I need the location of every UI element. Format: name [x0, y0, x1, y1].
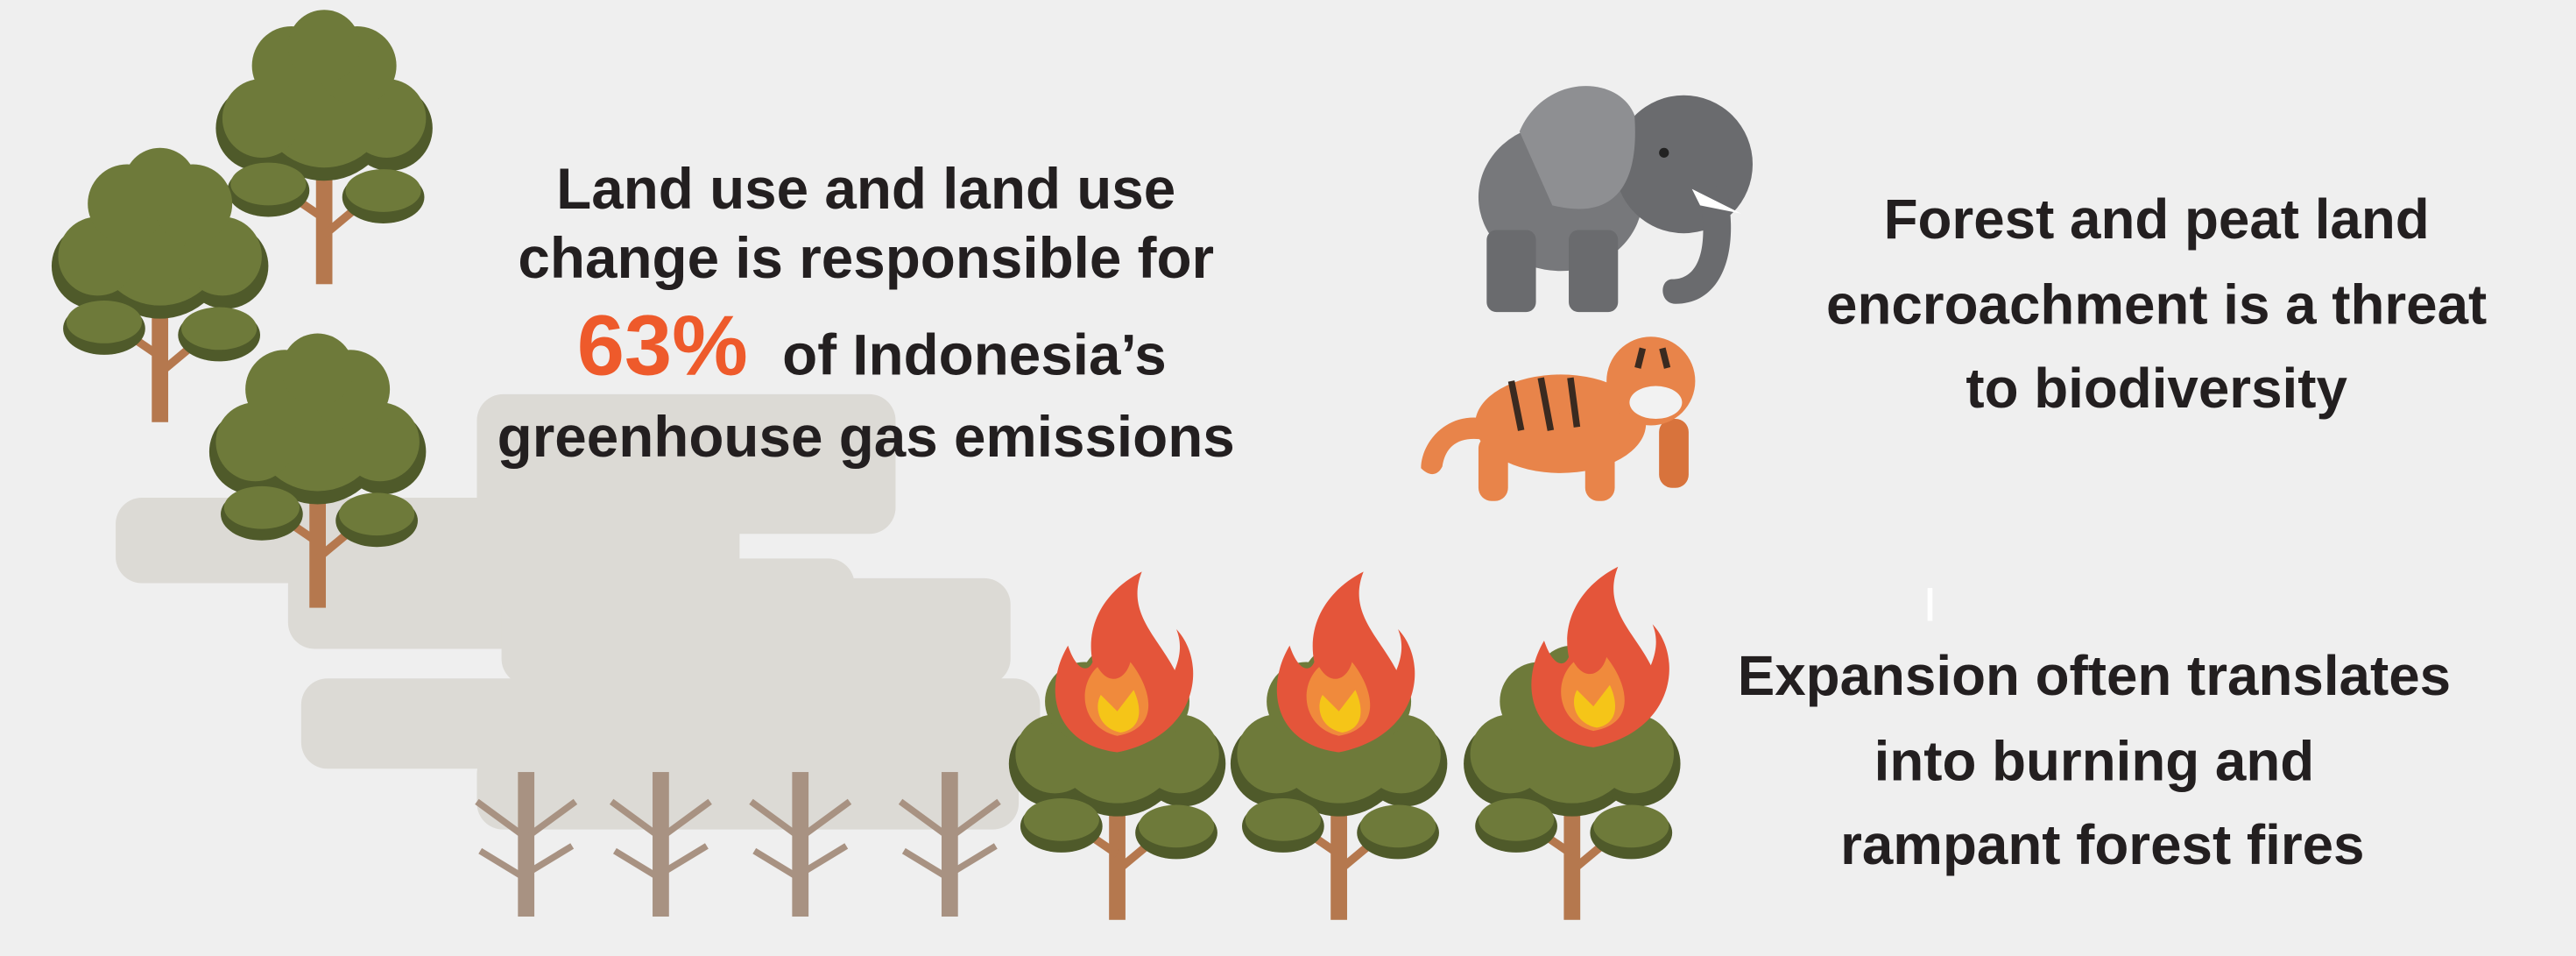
stat-line: greenhouse gas emissions — [498, 405, 1235, 469]
burning-trees — [1009, 567, 1681, 920]
page: {"stat": {"lines": ["Land use and land u… — [0, 0, 2576, 956]
stat-line: Land use and land use — [556, 157, 1175, 221]
infographic: Land use and land use change is responsi… — [0, 0, 2576, 956]
stat-line: change is responsible for — [518, 226, 1214, 290]
biodiversity-line: to biodiversity — [1966, 357, 2347, 420]
stat-line: of Indonesia’s — [782, 322, 1167, 386]
fires-line: into burning and — [1874, 729, 2315, 792]
fires-line: Expansion often translates — [1738, 644, 2451, 707]
biodiversity-line: encroachment is a threat — [1826, 273, 2487, 336]
stat-highlight: 63% — [577, 297, 748, 393]
fires-line: rampant forest fires — [1840, 813, 2364, 876]
biodiversity-line: Forest and peat land — [1884, 188, 2430, 251]
